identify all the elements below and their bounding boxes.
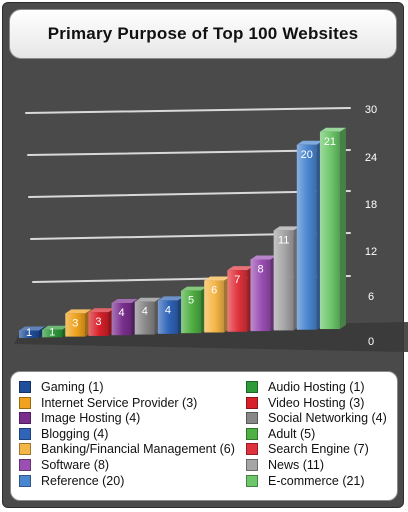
legend-swatch <box>19 474 31 487</box>
legend-swatch <box>246 474 258 487</box>
bar <box>227 270 248 332</box>
legend-label: Adult (5) <box>268 426 316 441</box>
bar-value-label: 4 <box>142 306 148 318</box>
bar <box>134 301 155 335</box>
bar-top <box>227 266 254 271</box>
bar-top <box>134 297 161 302</box>
legend-label: Gaming (1) <box>41 380 104 394</box>
bar-top <box>19 326 45 331</box>
gridline <box>25 107 351 114</box>
legend-swatch <box>246 459 258 471</box>
legend-item: Video Hosting (3) <box>246 396 364 410</box>
legend-item: Audio Hosting (1) <box>246 380 365 394</box>
legend-item: Adult (5) <box>246 427 315 441</box>
bar-side <box>339 127 346 330</box>
bar-top <box>88 308 115 313</box>
y-tick-label: 30 <box>365 104 377 116</box>
bar <box>296 144 317 330</box>
bar-top <box>250 255 277 260</box>
bar-top <box>319 127 346 132</box>
bar-top <box>273 226 300 231</box>
bar-value-label: 1 <box>49 326 55 338</box>
bar-value-label: 1 <box>26 327 32 339</box>
legend-item: E-commerce (21) <box>246 474 365 488</box>
bar <box>250 259 271 332</box>
legend-label: Social Networking (4) <box>268 411 387 426</box>
bar <box>204 280 225 333</box>
legend-label: Internet Service Provider (3) <box>41 395 198 410</box>
legend-swatch <box>246 412 258 425</box>
legend-label: Reference (20) <box>41 473 125 488</box>
bar <box>111 302 132 336</box>
bar-value-label: 21 <box>324 136 336 148</box>
legend-swatch <box>19 396 31 409</box>
bar <box>65 313 86 337</box>
legend-swatch <box>19 412 31 425</box>
legend-item: Banking/Financial Management (6) <box>19 442 235 456</box>
legend-item: Internet Service Provider (3) <box>19 396 197 410</box>
legend-item: Social Networking (4) <box>246 411 387 425</box>
legend-swatch <box>19 427 31 440</box>
bar-value-label: 8 <box>257 264 263 276</box>
bar-value-label: 5 <box>188 295 194 307</box>
bar <box>157 300 178 334</box>
legend-label: Search Engine (7) <box>268 442 369 457</box>
bar <box>19 330 39 338</box>
bar-top <box>65 309 92 314</box>
bar-value-label: 20 <box>301 149 313 161</box>
bar <box>319 131 340 330</box>
bar-value-label: 6 <box>211 285 217 297</box>
bar <box>181 290 202 334</box>
legend-item: Image Hosting (4) <box>19 411 140 425</box>
legend-item: Search Engine (7) <box>246 442 369 456</box>
legend-item: News (11) <box>246 458 324 472</box>
legend-item: Software (8) <box>19 458 109 472</box>
legend-label: Blogging (4) <box>41 426 109 441</box>
bar-top <box>111 298 138 303</box>
bar-value-label: 3 <box>95 316 101 328</box>
bar-value-label: 7 <box>234 274 240 286</box>
gridline <box>27 149 351 156</box>
y-tick-label: 0 <box>368 336 374 348</box>
legend-label: News (11) <box>268 458 325 472</box>
legend-item: Gaming (1) <box>19 380 104 394</box>
legend-item: Reference (20) <box>19 474 124 488</box>
legend-swatch <box>19 381 31 393</box>
y-tick-label: 18 <box>365 199 377 211</box>
bar <box>42 329 63 338</box>
legend-swatch <box>246 381 258 393</box>
legend-item: Blogging (4) <box>19 427 108 441</box>
bar-top <box>181 286 208 291</box>
bar <box>273 230 294 331</box>
legend-swatch <box>19 443 31 456</box>
bar-value-label: 3 <box>72 317 78 329</box>
legend-label: Video Hosting (3) <box>268 395 365 410</box>
legend-label: E-commerce (21) <box>268 473 365 488</box>
legend-swatch <box>246 443 258 456</box>
legend: Gaming (1) Audio Hosting (1) Internet Serv… <box>10 371 398 501</box>
legend-label: Image Hosting (4) <box>41 411 141 426</box>
chart-title: Primary Purpose of Top 100 Websites <box>47 24 359 43</box>
bar-top <box>204 276 231 281</box>
bar-value-label: 4 <box>165 304 171 316</box>
bar <box>88 312 109 336</box>
y-tick-label: 12 <box>365 246 377 258</box>
legend-label: Software (8) <box>41 458 110 472</box>
bar-value-label: 4 <box>119 307 125 319</box>
bar-value-label: 11 <box>278 234 289 246</box>
legend-label: Audio Hosting (1) <box>268 380 365 394</box>
legend-swatch <box>246 427 258 440</box>
bar-top <box>157 296 184 301</box>
y-tick-label: 6 <box>368 291 374 303</box>
y-tick-label: 24 <box>365 152 377 164</box>
title-box: Primary Purpose of Top 100 Websites <box>9 9 397 59</box>
legend-swatch <box>246 396 258 409</box>
bar-top <box>42 325 69 330</box>
bar-top <box>296 140 323 145</box>
legend-label: Banking/Financial Management (6) <box>41 442 235 457</box>
legend-swatch <box>19 459 31 471</box>
gridline <box>28 190 351 198</box>
